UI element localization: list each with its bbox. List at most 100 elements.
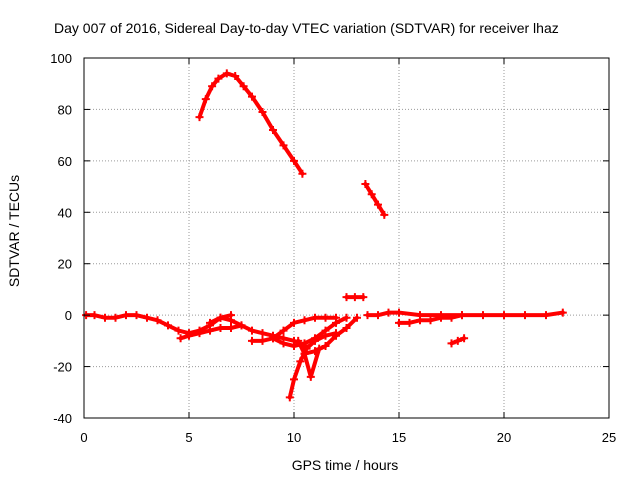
data-point [374, 311, 382, 320]
data-point [342, 313, 351, 322]
data-point [206, 318, 214, 327]
data-point [298, 169, 307, 178]
data-point [453, 336, 462, 345]
data-point [332, 318, 340, 327]
data-point [395, 318, 403, 327]
data-point [395, 308, 403, 317]
data-point [290, 156, 298, 165]
data-point [500, 311, 508, 320]
series-arc-flat-late [363, 308, 567, 320]
x-tick-label: 0 [80, 430, 87, 445]
data-point [367, 190, 376, 199]
data-point [374, 200, 382, 209]
data-point [153, 316, 162, 325]
series-arc-cross-3 [300, 313, 361, 358]
data-point [248, 326, 256, 335]
chart-title: Day 007 of 2016, Sidereal Day-to-day VTE… [54, 20, 559, 36]
data-point [239, 82, 248, 91]
data-point [384, 308, 393, 317]
data-point [122, 311, 130, 320]
data-point [437, 313, 445, 322]
data-point [216, 313, 225, 322]
data-point [248, 336, 256, 345]
data-point [258, 336, 267, 345]
x-axis-label: GPS time / hours [291, 457, 399, 473]
x-tick-label: 15 [392, 430, 406, 445]
data-point [521, 311, 529, 320]
series-arc-descending [361, 180, 389, 219]
data-point [300, 339, 309, 348]
data-point [227, 316, 235, 325]
data-point [248, 92, 256, 101]
data-point [350, 293, 359, 302]
data-point [458, 311, 466, 320]
data-point [311, 313, 319, 322]
y-tick-label: -20 [53, 360, 72, 375]
data-point [258, 108, 267, 116]
data-point [185, 331, 193, 340]
series-arc-high-peak [195, 69, 307, 178]
series-arc-short-dip [447, 334, 469, 348]
grid [84, 58, 609, 418]
y-tick-label: 40 [58, 205, 72, 220]
y-tick-label: 20 [58, 257, 72, 272]
data-point [321, 326, 330, 335]
data-point [359, 293, 368, 302]
x-tick-label: 20 [497, 430, 511, 445]
data-point [542, 311, 550, 320]
data-point [214, 74, 223, 83]
series-arc-small-plateau [342, 293, 368, 302]
data-point [269, 334, 277, 343]
data-point [279, 141, 288, 150]
data-point [101, 313, 109, 322]
data-point [460, 334, 469, 343]
data-point [231, 72, 240, 80]
data-point [164, 321, 172, 330]
data-point [447, 339, 456, 348]
data-point [405, 318, 414, 327]
y-tick-label: 60 [58, 154, 72, 169]
data-point [258, 329, 267, 338]
data-point [321, 313, 330, 322]
data-point [90, 311, 99, 320]
data-point [285, 393, 294, 402]
data-point [342, 324, 351, 332]
data-point [143, 313, 151, 322]
data-point [206, 326, 214, 335]
data-point [558, 308, 567, 317]
data-point [174, 326, 183, 335]
data-point [332, 331, 340, 340]
data-point [300, 316, 309, 325]
data-point [216, 324, 225, 332]
data-point [416, 316, 424, 325]
data-point [132, 311, 141, 320]
series-line [208, 315, 307, 348]
data-point [306, 372, 315, 381]
data-point [279, 326, 288, 335]
y-tick-label: 0 [65, 308, 72, 323]
data-point [361, 180, 370, 188]
y-tick-label: -40 [53, 411, 72, 426]
series-arc-flat-low [395, 311, 466, 327]
series-arc-dip-lower [176, 321, 246, 343]
data-point [300, 349, 309, 358]
series-line [296, 338, 322, 379]
data-point [296, 357, 305, 366]
data-point [342, 293, 351, 302]
data-point [195, 329, 204, 338]
y-tick-label: 80 [58, 102, 72, 117]
data-point [363, 311, 372, 320]
series-line [363, 182, 387, 217]
series-arc-cross-1 [248, 313, 340, 345]
series-arc-base-early [82, 311, 235, 338]
data-point [201, 95, 210, 104]
data-point [426, 316, 435, 325]
data-point [227, 324, 235, 332]
data-point [195, 113, 204, 122]
data-point [208, 82, 217, 91]
data-point [269, 126, 277, 134]
series-line [197, 71, 305, 176]
data-point [237, 321, 246, 330]
series-arc-cross-2 [269, 313, 351, 350]
data-point [279, 339, 288, 348]
